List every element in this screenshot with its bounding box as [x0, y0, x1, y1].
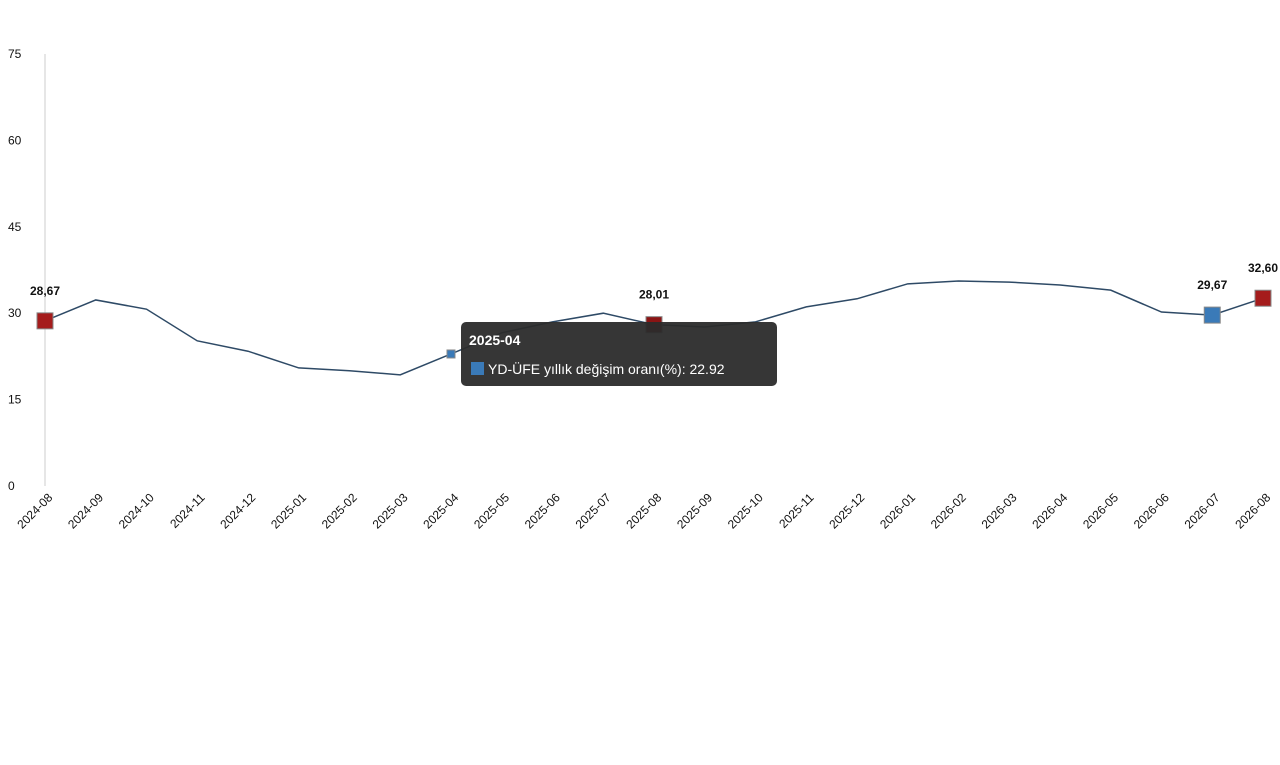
x-tick-label: 2025-05	[471, 490, 512, 531]
x-tick-label: 2026-01	[877, 490, 918, 531]
x-tick-label: 2025-06	[522, 490, 563, 531]
x-tick-label: 2024-12	[217, 490, 258, 531]
y-tick-label: 60	[8, 133, 22, 147]
x-tick-label: 2024-08	[14, 490, 55, 531]
data-point	[1254, 289, 1272, 307]
x-tick-label: 2026-02	[928, 490, 969, 531]
y-tick-label: 75	[8, 47, 22, 61]
x-tick-label: 2025-03	[370, 490, 411, 531]
y-tick-label: 45	[8, 220, 22, 234]
x-tick-label: 2024-11	[167, 490, 208, 531]
x-tick-label: 2024-09	[65, 490, 106, 531]
x-tick-label: 2026-03	[979, 490, 1020, 531]
data-point	[446, 349, 456, 359]
y-tick-label: 15	[8, 393, 22, 407]
y-tick-label: 30	[8, 306, 22, 320]
tooltip-swatch	[471, 362, 484, 375]
x-tick-label: 2025-08	[623, 490, 664, 531]
data-point	[1203, 306, 1221, 324]
x-tick-label: 2026-04	[1029, 490, 1070, 531]
x-tick-label: 2026-05	[1080, 490, 1121, 531]
x-tick-label: 2025-01	[268, 490, 309, 531]
x-tick-label: 2025-09	[674, 490, 715, 531]
x-tick-label: 2024-10	[116, 490, 157, 531]
x-tick-label: 2025-02	[319, 490, 360, 531]
y-tick-label: 0	[8, 479, 15, 493]
tooltip-box	[461, 322, 777, 386]
x-tick-label: 2025-04	[420, 490, 461, 531]
x-tick-label: 2025-07	[573, 490, 614, 531]
x-tick-label: 2026-08	[1232, 490, 1273, 531]
data-label: 28,67	[30, 284, 60, 298]
x-tick-label: 2026-07	[1182, 490, 1223, 531]
tooltip-title: 2025-04	[469, 332, 521, 348]
x-tick-label: 2025-12	[826, 490, 867, 531]
x-tick-label: 2025-11	[776, 490, 817, 531]
data-point	[36, 312, 54, 330]
data-label: 32,60	[1248, 261, 1278, 275]
data-label: 29,67	[1197, 278, 1227, 292]
x-tick-label: 2025-10	[725, 490, 766, 531]
data-label: 28,01	[639, 288, 669, 302]
tooltip-text: YD-ÜFE yıllık değişim oranı(%): 22.92	[488, 360, 725, 377]
x-tick-label: 2026-06	[1131, 490, 1172, 531]
